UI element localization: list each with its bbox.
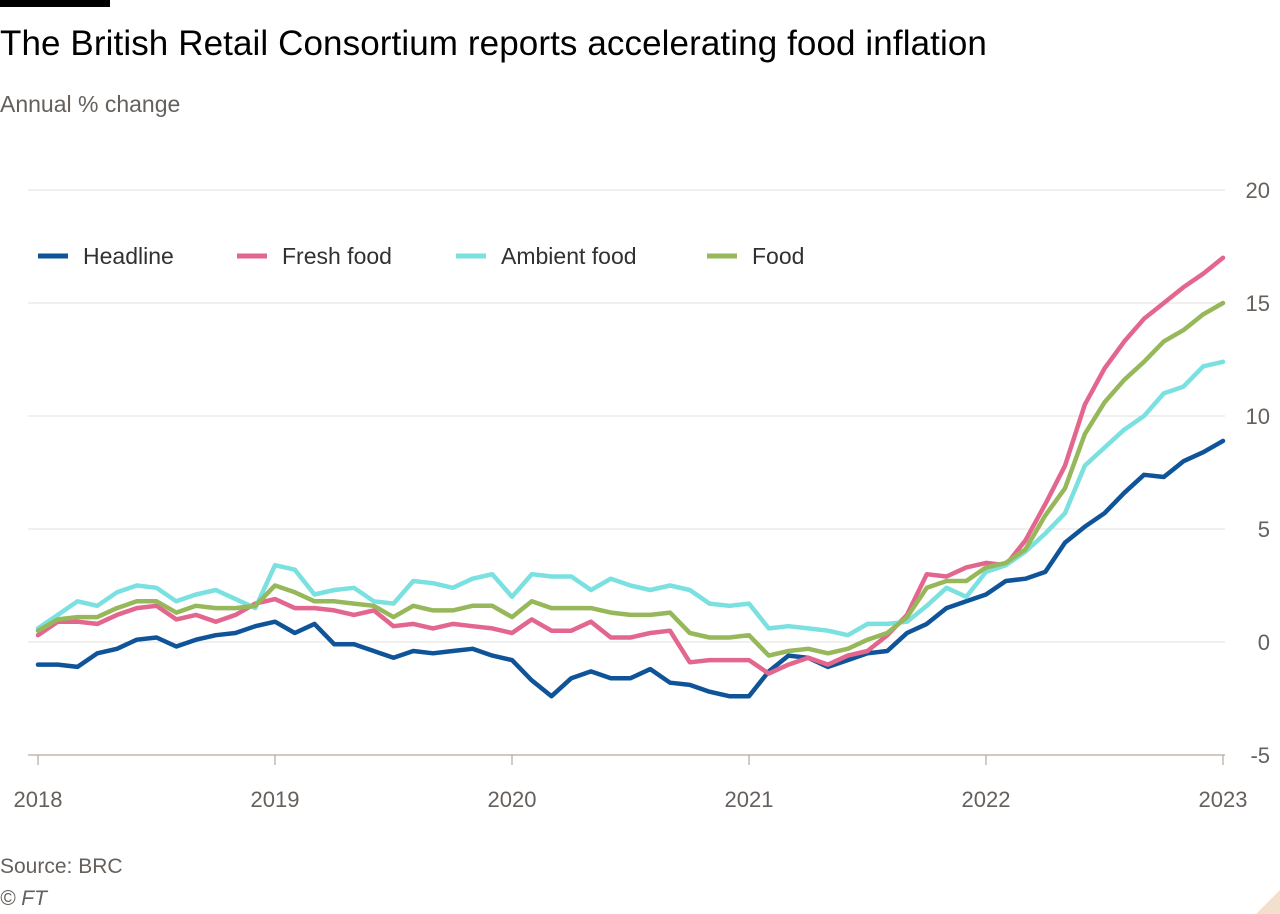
- x-tick-label: 2023: [1199, 787, 1248, 812]
- axes: -5 0 5 10 15 20 2018 2019 2020 2021 2022 2023: [14, 178, 1270, 812]
- corner-fold: [1256, 890, 1280, 914]
- chart-subtitle: Annual % change: [0, 91, 181, 117]
- series-line-fresh-food: [35, 255, 1226, 676]
- y-tick-label: 0: [1258, 630, 1270, 655]
- legend-label: Food: [752, 243, 804, 269]
- series-line-ambient-food: [35, 359, 1226, 638]
- chart-title: The British Retail Consortium reports ac…: [0, 24, 987, 63]
- legend: Headline Fresh food Ambient food Food: [38, 243, 804, 269]
- y-tick-label: 5: [1258, 517, 1270, 542]
- x-tick-label: 2019: [251, 787, 300, 812]
- legend-label: Ambient food: [501, 243, 637, 269]
- series-line-food: [35, 300, 1226, 658]
- top-accent-bar: [0, 0, 110, 7]
- copyright-note: © FT: [0, 887, 47, 910]
- legend-label: Headline: [83, 243, 174, 269]
- source-note: Source: BRC: [0, 855, 123, 878]
- y-tick-label: 15: [1246, 291, 1270, 316]
- y-tick-label: 10: [1246, 404, 1270, 429]
- y-tick-label: -5: [1250, 743, 1270, 768]
- x-tick-label: 2018: [14, 787, 63, 812]
- line-chart: -5 0 5 10 15 20 2018 2019 2020 2021 2022 2023 Headl…: [14, 178, 1270, 812]
- x-tick-label: 2022: [962, 787, 1011, 812]
- x-tick-label: 2021: [725, 787, 774, 812]
- gridlines: [28, 189, 1225, 756]
- x-tick-label: 2020: [488, 787, 537, 812]
- legend-label: Fresh food: [282, 243, 392, 269]
- series-line-headline: [35, 438, 1226, 699]
- series-lines: [35, 255, 1226, 699]
- y-tick-label: 20: [1246, 178, 1270, 203]
